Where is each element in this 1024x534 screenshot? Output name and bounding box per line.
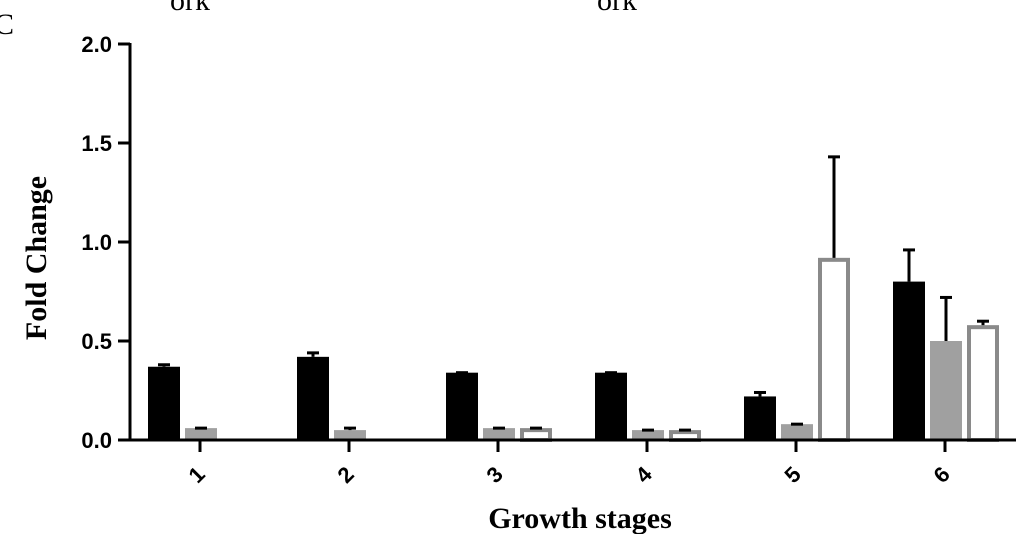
bar-series-black-1 <box>148 366 180 440</box>
bars-group <box>148 155 999 443</box>
y-axis-title: Fold Change <box>20 176 53 340</box>
bar-series-black-6 <box>893 281 925 440</box>
panel-letter: C <box>0 8 14 41</box>
header-fragment-left: ork <box>170 0 210 17</box>
bar-series-white-5 <box>818 257 850 442</box>
header-fragment-right: ork <box>597 0 637 17</box>
y-tick-label: 1.5 <box>81 131 112 156</box>
x-tick-label: 4 <box>631 461 658 488</box>
x-axis-ticks: 1 2 3 4 5 6 <box>184 440 955 488</box>
bar-series-black-4 <box>595 372 627 440</box>
bar-series-gray-5 <box>781 424 813 440</box>
bar-series-black-5 <box>744 396 776 440</box>
x-axis-title: Growth stages <box>488 502 672 534</box>
x-tick-label: 6 <box>929 462 955 488</box>
bar-series-black-2 <box>297 356 329 440</box>
y-tick-label: 1.0 <box>81 230 112 255</box>
bar-series-black-3 <box>446 372 478 440</box>
x-tick-label: 1 <box>184 462 210 488</box>
bar-series-gray-2 <box>334 430 366 440</box>
y-tick-label: 0.5 <box>81 329 112 354</box>
x-tick-label: 2 <box>333 462 359 488</box>
x-tick-label: 3 <box>482 462 508 488</box>
y-axis-ticks: 0.0 0.5 1.0 1.5 2.0 <box>81 32 130 453</box>
bar-series-gray-4 <box>632 430 664 440</box>
x-tick-label: 5 <box>780 462 806 488</box>
bar-series-white-6 <box>967 325 999 442</box>
bar-series-gray-3 <box>483 428 515 440</box>
bar-series-gray-1 <box>185 428 217 440</box>
bar-series-gray-6 <box>930 341 962 440</box>
y-tick-label: 0.0 <box>81 428 112 453</box>
y-tick-label: 2.0 <box>81 32 112 57</box>
